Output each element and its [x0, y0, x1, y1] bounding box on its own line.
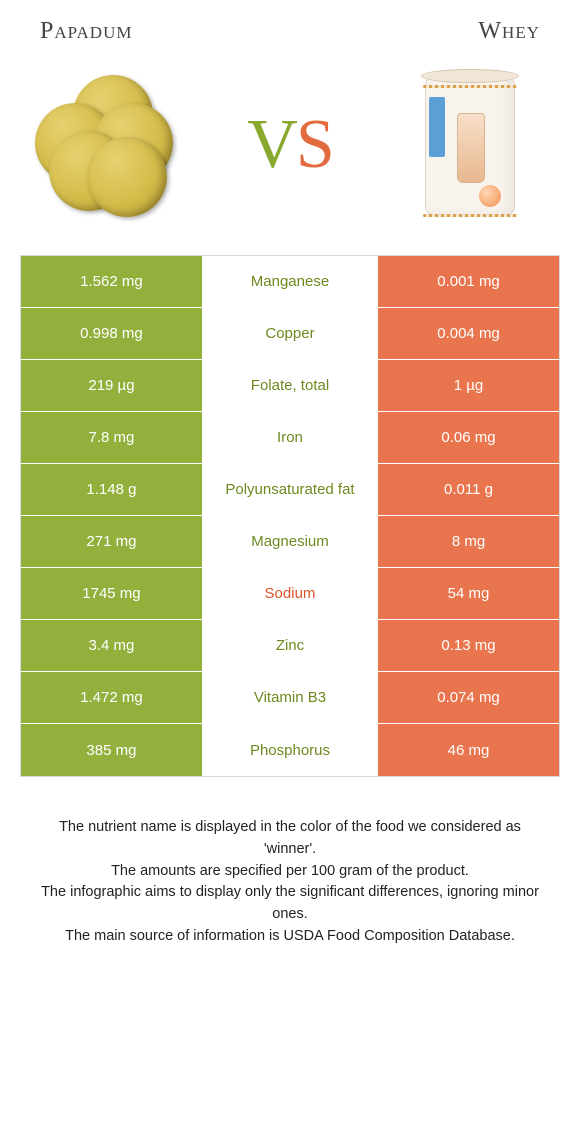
table-row: 1745 mgSodium54 mg: [21, 568, 559, 620]
table-row: 3.4 mgZinc0.13 mg: [21, 620, 559, 672]
cell-right-value: 0.001 mg: [376, 256, 559, 307]
table-row: 385 mgPhosphorus46 mg: [21, 724, 559, 776]
cell-left-value: 7.8 mg: [21, 412, 204, 463]
table-row: 1.148 gPolyunsaturated fat0.011 g: [21, 464, 559, 516]
cell-nutrient-label: Polyunsaturated fat: [204, 464, 376, 515]
vs-label: VS: [247, 105, 333, 185]
table-row: 271 mgMagnesium8 mg: [21, 516, 559, 568]
cell-nutrient-label: Vitamin B3: [204, 672, 376, 723]
cell-right-value: 0.074 mg: [376, 672, 559, 723]
cell-nutrient-label: Manganese: [204, 256, 376, 307]
footer-line-2: The amounts are specified per 100 gram o…: [35, 861, 545, 883]
table-row: 7.8 mgIron0.06 mg: [21, 412, 559, 464]
vs-v: V: [247, 106, 296, 183]
cell-left-value: 271 mg: [21, 516, 204, 567]
cell-nutrient-label: Folate, total: [204, 360, 376, 411]
cell-left-value: 1745 mg: [21, 568, 204, 619]
table-row: 0.998 mgCopper0.004 mg: [21, 308, 559, 360]
cell-right-value: 0.13 mg: [376, 620, 559, 671]
title-left: Papadum: [40, 18, 132, 45]
cell-nutrient-label: Iron: [204, 412, 376, 463]
cell-nutrient-label: Zinc: [204, 620, 376, 671]
cell-nutrient-label: Sodium: [204, 568, 376, 619]
hero-row: VS: [0, 55, 580, 255]
cell-right-value: 0.011 g: [376, 464, 559, 515]
table-row: 219 µgFolate, total1 µg: [21, 360, 559, 412]
header: Papadum Whey: [0, 0, 580, 55]
footer-line-1: The nutrient name is displayed in the co…: [35, 817, 545, 861]
cell-right-value: 46 mg: [376, 724, 559, 776]
cell-right-value: 1 µg: [376, 360, 559, 411]
footer-notes: The nutrient name is displayed in the co…: [0, 777, 580, 972]
cell-left-value: 1.148 g: [21, 464, 204, 515]
table-row: 1.562 mgManganese0.001 mg: [21, 256, 559, 308]
cell-left-value: 1.472 mg: [21, 672, 204, 723]
title-right: Whey: [478, 18, 540, 45]
cell-left-value: 1.562 mg: [21, 256, 204, 307]
cell-nutrient-label: Phosphorus: [204, 724, 376, 776]
cell-left-value: 219 µg: [21, 360, 204, 411]
table-row: 1.472 mgVitamin B30.074 mg: [21, 672, 559, 724]
cell-right-value: 0.06 mg: [376, 412, 559, 463]
whey-image: [390, 65, 550, 225]
cell-nutrient-label: Copper: [204, 308, 376, 359]
footer-line-4: The main source of information is USDA F…: [35, 926, 545, 948]
cell-right-value: 0.004 mg: [376, 308, 559, 359]
cell-right-value: 8 mg: [376, 516, 559, 567]
cell-left-value: 3.4 mg: [21, 620, 204, 671]
nutrient-table: 1.562 mgManganese0.001 mg0.998 mgCopper0…: [20, 255, 560, 777]
papadum-image: [30, 65, 190, 225]
infographic-container: Papadum Whey VS: [0, 0, 580, 972]
footer-line-3: The infographic aims to display only the…: [35, 882, 545, 926]
vs-s: S: [296, 106, 333, 183]
cell-left-value: 0.998 mg: [21, 308, 204, 359]
cell-right-value: 54 mg: [376, 568, 559, 619]
cell-left-value: 385 mg: [21, 724, 204, 776]
cell-nutrient-label: Magnesium: [204, 516, 376, 567]
